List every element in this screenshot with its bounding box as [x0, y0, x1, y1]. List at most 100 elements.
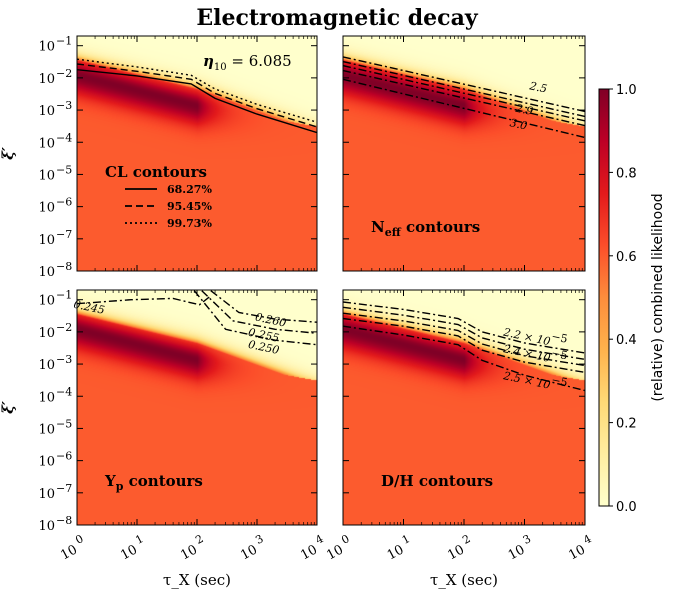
- y-tick-label: 10: [38, 358, 55, 373]
- panel-label-suffix: contours: [123, 472, 202, 490]
- x-tick-exponent: 1: [133, 532, 145, 547]
- x-tick-label-base: 10: [506, 542, 528, 563]
- contour-label: 0.250: [247, 338, 281, 357]
- y-tick-exponent: −7: [56, 228, 72, 241]
- x-tick-label: 102: [178, 532, 205, 563]
- colorbar-tick-label: 0.4: [616, 333, 637, 348]
- panel-label: D/H contours: [381, 472, 493, 490]
- panel-label: CL contours: [105, 163, 207, 181]
- y-tick-exponent: −4: [56, 131, 72, 144]
- panel-label-main: Y: [104, 472, 116, 490]
- x-tick-label: 100: [58, 532, 85, 563]
- x-tick-exponent: 4: [581, 532, 593, 547]
- contour-line: [343, 317, 585, 374]
- contour-label-text: 3.0: [509, 116, 529, 132]
- contour-line: [77, 63, 317, 128]
- y-tick-label: 10: [38, 72, 55, 87]
- contour-label-text: 0.255: [247, 326, 281, 345]
- x-tick-label: 100: [324, 532, 351, 563]
- x-tick-label: 102: [445, 532, 472, 563]
- x-tick-label-base: 10: [324, 542, 346, 563]
- colorbar-tick-label: 0.0: [616, 500, 637, 515]
- contour-label-text: 2.5: [527, 79, 548, 96]
- figure-title: Electromagnetic decay: [196, 5, 478, 31]
- panel-dh-contours: 2.2 × 10−52.4 × 10−52.5 × 10−51001011021…: [324, 289, 594, 563]
- x-tick-exponent: 3: [521, 532, 533, 547]
- eta-symbol: η: [203, 52, 214, 70]
- panel-neff-contours: 2.5 2.93.0 Neff contours: [342, 35, 586, 272]
- x-tick-exponent: 2: [193, 532, 205, 547]
- colorbar-tick-label: 0.6: [616, 250, 637, 265]
- colorbar-label: (relative) combined likelihood: [650, 193, 666, 401]
- colorbar-tick-label: 0.2: [616, 417, 637, 432]
- panel-label: Yp contours: [104, 472, 203, 493]
- contour-line: [343, 312, 585, 367]
- panel-cl-contours: 10−810−710−610−510−410−310−210 −1CL conto…: [38, 35, 318, 280]
- contour-line: [77, 58, 317, 123]
- y-tick-exponent: −3: [56, 99, 72, 112]
- y-tick-label: 10: [38, 265, 55, 280]
- legend-entry: 68.27%: [167, 183, 212, 196]
- y-tick-label: 10: [38, 233, 55, 248]
- y-tick-exponent: −4: [56, 385, 72, 398]
- likelihood-heatmap: [77, 36, 317, 271]
- contour-line: [343, 60, 585, 118]
- colorbar-tick-label: 0.8: [616, 166, 637, 181]
- x-tick-label-base: 10: [385, 542, 407, 563]
- y-tick-label: 10: [38, 390, 55, 405]
- x-tick-label-base: 10: [58, 542, 80, 563]
- x-tick-label-base: 10: [178, 542, 200, 563]
- y-tick-exponent: −8: [56, 514, 72, 527]
- contour-line: [343, 64, 585, 122]
- y-tick-exponent: −7: [56, 482, 72, 495]
- x-tick-exponent: 0: [339, 532, 351, 547]
- panel-label-sub: eff: [385, 226, 402, 239]
- colorbar-tick-label: 1.0: [616, 83, 637, 98]
- y-tick-label: 10: [38, 294, 55, 309]
- y-tick-exponent: −6: [56, 196, 72, 209]
- contour-label-exponent: −5: [550, 373, 569, 389]
- x-tick-label-base: 10: [566, 542, 588, 563]
- legend-entry: 99.73%: [167, 217, 212, 230]
- panel-label: Neff contours: [371, 218, 480, 239]
- contour-line: [343, 325, 585, 392]
- x-tick-exponent: 3: [253, 532, 265, 547]
- y-tick-label: 10: [38, 487, 55, 502]
- contour-label-text: 0.250: [247, 338, 281, 357]
- x-tick-label-base: 10: [238, 542, 260, 563]
- contour-label-exponent: −5: [550, 330, 569, 346]
- contour-label-exponent: −5: [550, 346, 569, 362]
- panel-label-sub: p: [116, 480, 124, 493]
- x-tick-label: 103: [238, 532, 265, 563]
- x-tick-label: 101: [118, 532, 145, 563]
- contour-label-text: 2.9: [514, 101, 535, 118]
- y-tick-label: 10: [38, 519, 55, 534]
- contour-line: [343, 306, 585, 361]
- x-tick-exponent: 0: [73, 532, 85, 547]
- y-tick-label: 10: [38, 422, 55, 437]
- y-tick-exponent: −8: [56, 260, 72, 273]
- y-tick-label: 10: [38, 136, 55, 151]
- x-tick-label-base: 10: [445, 542, 467, 563]
- likelihood-heatmap: [77, 290, 317, 525]
- y-tick-label: 10: [38, 40, 55, 55]
- contour-line: [77, 296, 210, 306]
- panel-yp-contours: 0.2450.2600.2550.25010−810−710−610−510−4…: [38, 289, 325, 564]
- contour-line: [210, 290, 317, 323]
- x-axis-labels: τ_X (sec) τ_X (sec): [163, 571, 498, 589]
- likelihood-heatmap: [343, 290, 585, 525]
- y-tick-label: 10: [38, 168, 55, 183]
- contour-label: 0.245: [72, 298, 106, 317]
- y-tick-label: 10: [38, 104, 55, 119]
- x-tick-exponent: 2: [460, 532, 472, 547]
- contour-label: 2.9: [514, 101, 535, 118]
- x-tick-label: 104: [298, 532, 325, 563]
- x-tick-label: 104: [566, 532, 593, 563]
- x-tick-label-base: 10: [298, 542, 320, 563]
- y-tick-exponent: −3: [56, 353, 72, 366]
- y-axis-label: ξ′: [0, 401, 17, 414]
- contour-line: [343, 56, 585, 113]
- eta-label: η10 = 6.085: [203, 52, 292, 73]
- x-axis-label: τ_X (sec): [430, 571, 498, 589]
